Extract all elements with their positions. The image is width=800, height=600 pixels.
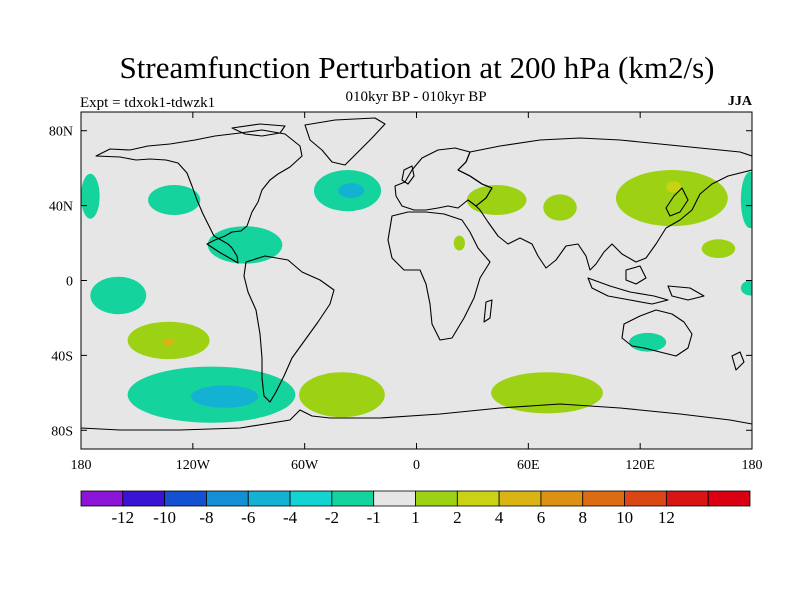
coast-greenland [304,117,386,166]
colorbar-box [665,490,709,507]
lat-tick-label: 80N [49,125,73,140]
coast-australia [621,309,693,357]
lat-tick-label: 0 [66,275,73,290]
anomaly-east-asia-core [666,181,682,193]
axis-layer: 80N 40N 0 40S 80S 180 120W 60W 0 60E 120E 180 [49,112,763,473]
colorbar-box [540,490,584,507]
anomaly-europe-positive [466,185,527,215]
colorbar-box [456,490,500,507]
lon-tick-label: 180 [71,458,92,473]
lon-tick-label: 120E [625,458,655,473]
colorbar-label: 8 [579,508,588,527]
colorbar-box [331,490,375,507]
coast-asia [457,137,752,271]
coast-madagascar [483,299,493,323]
anomaly-far-east-negative [740,171,752,229]
coast-north-america [95,129,303,264]
lon-tick-label: 60E [517,458,540,473]
lon-tick-label: 180 [742,458,763,473]
coast-borneo [625,265,647,285]
anomaly-central-asia-positive [543,194,577,221]
colorbar-label: -6 [241,508,255,527]
coast-maritime-continent [587,277,669,305]
coastlines [81,117,752,431]
colorbar-box [415,490,458,507]
lat-tick-label: 40N [49,200,73,215]
anomaly-pacific-equatorial-negative [90,276,147,315]
colorbar-label: -2 [325,508,339,527]
anomaly-western-pacific-positive [701,239,736,259]
coast-africa [387,211,491,341]
anomaly-north-atlantic-core [338,183,365,199]
coast-new-guinea [667,285,705,301]
colorbar-label: 10 [616,508,633,527]
season-label: JJA [727,94,752,109]
colorbar-box [498,490,542,507]
colorbar-label: 6 [537,508,546,527]
anomaly-south-atlantic-positive [299,372,385,418]
lon-tick-label: 60W [291,458,319,473]
anomaly-southern-indian-positive [491,372,603,414]
colorbar-label: -1 [367,508,381,527]
coast-arctic-islands [231,123,286,137]
experiment-label: Expt = tdxok1-tdwzk1 [80,95,216,111]
colorbar-box [707,490,751,507]
coast-british-isles [401,165,415,185]
colorbar-label: 2 [453,508,462,527]
colorbar-label: -12 [111,508,134,527]
page-title: Streamfunction Perturbation at 200 hPa (… [119,50,715,85]
anomaly-layer [81,170,752,423]
colorbar-box [122,490,166,507]
coast-south-america [243,255,335,403]
colorbar-box [80,490,124,507]
colorbar-boxes [80,490,751,507]
colorbar-box [289,490,333,507]
coast-new-zealand [731,351,745,371]
colorbar-box [247,490,291,507]
colorbar-label: -10 [153,508,176,527]
anomaly-northeast-pacific-negative [148,185,201,215]
anomaly-east-asia-positive [615,170,728,227]
colorbar-label: -4 [283,508,298,527]
anomaly-north-pacific-east-negative [81,173,100,219]
colorbar-label: 4 [495,508,504,527]
lon-tick-label: 0 [413,458,420,473]
colorbar-box [164,490,207,507]
colorbar-box [582,490,625,507]
colorbar-box [624,490,667,507]
colorbar-box [206,490,249,507]
anomaly-south-pacific-core [190,385,259,408]
lat-tick-label: 80S [51,424,73,439]
colorbar-label: 12 [658,508,675,527]
anomaly-far-east-southern-negative [740,280,752,296]
colorbar-box [373,490,416,507]
coast-antarctica [81,403,752,431]
lon-tick-label: 120W [176,458,211,473]
colorbar-labels: -12 -10 -8 -6 -4 -2 -1 1 2 4 6 8 10 12 [111,508,674,527]
anomaly-south-pacific-positive-core [163,338,175,347]
anomaly-middle-east-positive [453,235,465,251]
colorbar-label: 1 [411,508,420,527]
period-subtitle: 010kyr BP - 010kyr BP [345,89,487,105]
lat-tick-label: 40S [51,349,73,364]
colorbar-label: -8 [199,508,213,527]
coast-japan [665,187,689,217]
